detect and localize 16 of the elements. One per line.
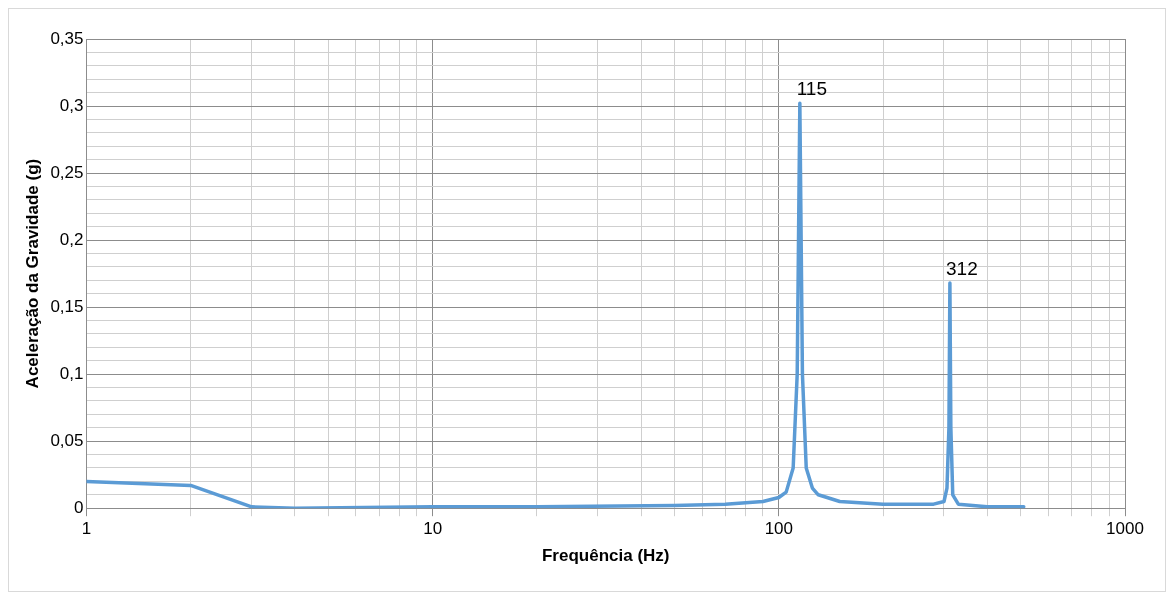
x-axis-title: Frequência (Hz) bbox=[541, 546, 670, 566]
annotation: 115 bbox=[796, 78, 827, 100]
x-tick-label: 1 bbox=[81, 519, 92, 539]
y-tick-label: 0,1 bbox=[59, 363, 84, 383]
y-tick-label: 0 bbox=[74, 497, 84, 517]
x-tick-label: 1000 bbox=[1106, 519, 1144, 539]
annotation: 312 bbox=[946, 257, 978, 279]
y-tick-label: 0,15 bbox=[50, 296, 84, 316]
y-tick-label: 0,35 bbox=[50, 28, 84, 48]
y-tick-label: 0,2 bbox=[59, 229, 84, 249]
x-tick-label: 100 bbox=[764, 519, 794, 539]
y-tick-label: 0,25 bbox=[50, 162, 84, 182]
y-axis-title: Aceleração da Gravidade (g) bbox=[22, 158, 42, 389]
y-tick-label: 0,05 bbox=[50, 430, 84, 450]
x-tick-label: 10 bbox=[423, 519, 443, 539]
y-tick-label: 0,3 bbox=[59, 95, 84, 115]
